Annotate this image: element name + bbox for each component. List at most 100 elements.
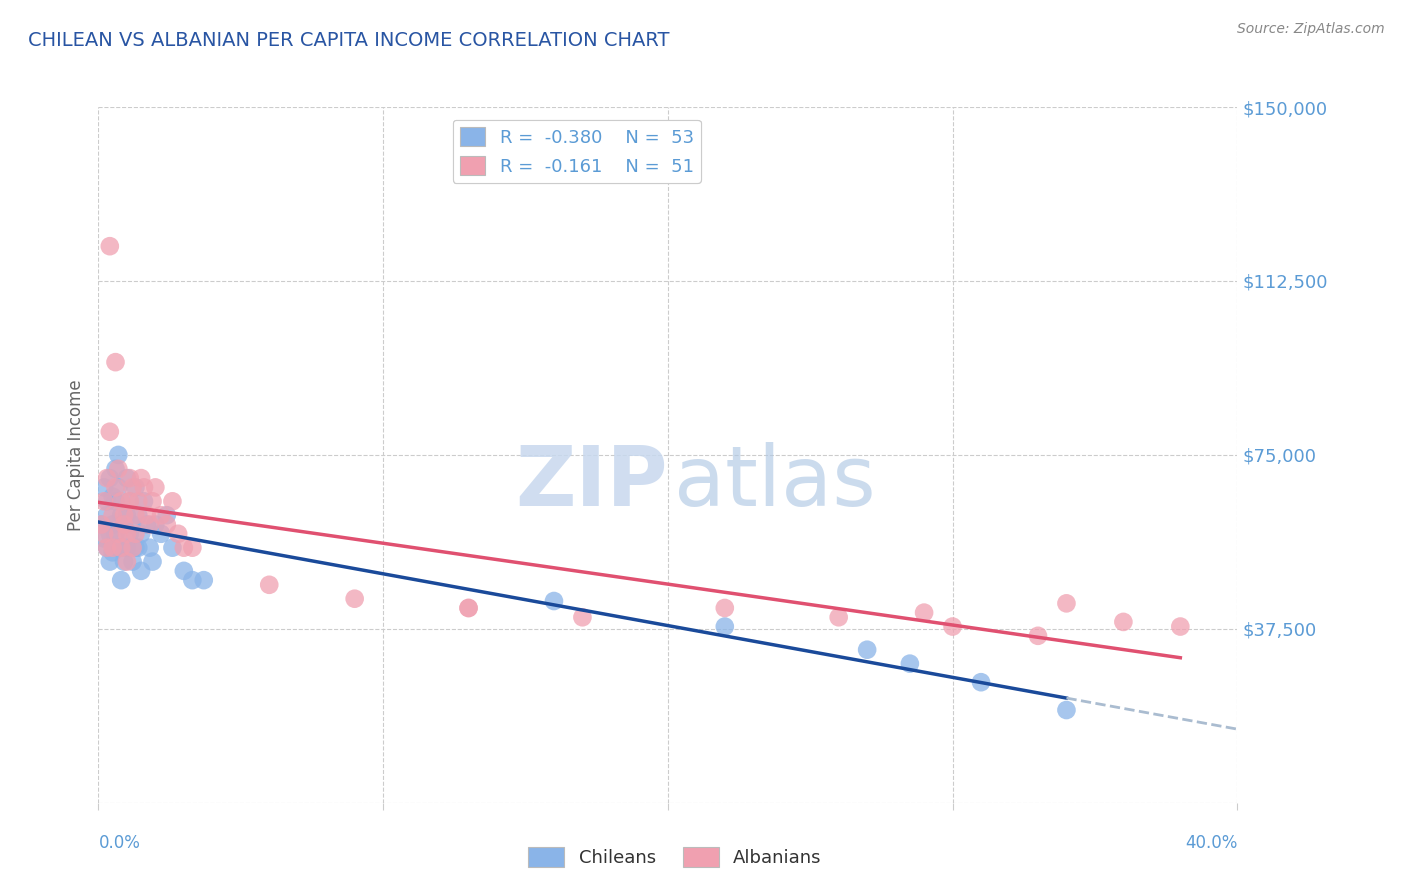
Point [132, 480, 155, 494]
Text: atlas: atlas [673, 442, 876, 524]
Point [828, 610, 851, 624]
Point [118, 494, 141, 508]
Legend: R =  -0.380    N =  53, R =  -0.161    N =  51: R = -0.380 N = 53, R = -0.161 N = 51 [453, 120, 700, 183]
Point [96, 494, 118, 508]
Point [457, 601, 479, 615]
Point [141, 494, 163, 508]
Point [942, 619, 965, 633]
Point [129, 526, 152, 541]
Point [1112, 615, 1135, 629]
Text: ZIP: ZIP [516, 442, 668, 524]
Point [98, 526, 121, 541]
Point [110, 541, 132, 555]
Point [112, 517, 135, 532]
Point [118, 471, 141, 485]
Point [90, 517, 112, 532]
Point [98, 425, 121, 439]
Point [121, 541, 143, 555]
Point [104, 462, 127, 476]
Point [127, 541, 149, 555]
Point [162, 541, 184, 555]
Point [129, 564, 152, 578]
Point [156, 517, 179, 532]
Point [135, 517, 157, 532]
Point [96, 471, 118, 485]
Point [129, 471, 152, 485]
Point [167, 526, 190, 541]
Point [115, 526, 138, 541]
Point [181, 541, 204, 555]
Point [1026, 629, 1049, 643]
Point [1056, 703, 1078, 717]
Point [96, 541, 118, 555]
Point [101, 490, 124, 504]
Point [107, 541, 129, 555]
Point [110, 541, 132, 555]
Point [150, 526, 173, 541]
Point [112, 517, 135, 532]
Point [457, 601, 479, 615]
Point [104, 526, 127, 541]
Point [110, 573, 132, 587]
Point [112, 555, 135, 569]
Point [135, 508, 157, 523]
Point [107, 526, 129, 541]
Text: 40.0%: 40.0% [1185, 834, 1237, 852]
Point [1170, 619, 1192, 633]
Point [115, 541, 138, 555]
Point [259, 578, 281, 592]
Text: CHILEAN VS ALBANIAN PER CAPITA INCOME CORRELATION CHART: CHILEAN VS ALBANIAN PER CAPITA INCOME CO… [28, 31, 669, 50]
Point [121, 517, 143, 532]
Point [173, 564, 195, 578]
Point [112, 508, 135, 523]
Point [90, 517, 112, 532]
Point [93, 480, 115, 494]
Point [110, 508, 132, 523]
Legend: Chileans, Albanians: Chileans, Albanians [520, 839, 830, 874]
Point [145, 480, 167, 494]
Point [343, 591, 366, 606]
Point [714, 601, 737, 615]
Point [127, 508, 149, 523]
Point [101, 545, 124, 559]
Point [101, 508, 124, 523]
Point [93, 494, 115, 508]
Point [138, 517, 160, 532]
Text: 0.0%: 0.0% [98, 834, 141, 852]
Point [124, 480, 146, 494]
Point [107, 462, 129, 476]
Point [571, 610, 593, 624]
Point [118, 494, 141, 508]
Point [132, 494, 155, 508]
Point [156, 508, 179, 523]
Point [193, 573, 215, 587]
Point [714, 619, 737, 633]
Point [1056, 596, 1078, 610]
Point [104, 355, 127, 369]
Point [98, 239, 121, 253]
Point [912, 606, 935, 620]
Point [543, 594, 565, 608]
Point [141, 555, 163, 569]
Point [124, 508, 146, 523]
Point [93, 532, 115, 546]
Point [96, 541, 118, 555]
Point [124, 541, 146, 555]
Point [173, 541, 195, 555]
Point [127, 494, 149, 508]
Point [115, 508, 138, 523]
Point [104, 480, 127, 494]
Point [124, 526, 146, 541]
Point [145, 517, 167, 532]
Y-axis label: Per Capita Income: Per Capita Income [67, 379, 86, 531]
Point [138, 541, 160, 555]
Point [101, 517, 124, 532]
Point [110, 494, 132, 508]
Text: Source: ZipAtlas.com: Source: ZipAtlas.com [1237, 22, 1385, 37]
Point [104, 494, 127, 508]
Point [162, 494, 184, 508]
Point [115, 555, 138, 569]
Point [121, 480, 143, 494]
Point [115, 471, 138, 485]
Point [970, 675, 993, 690]
